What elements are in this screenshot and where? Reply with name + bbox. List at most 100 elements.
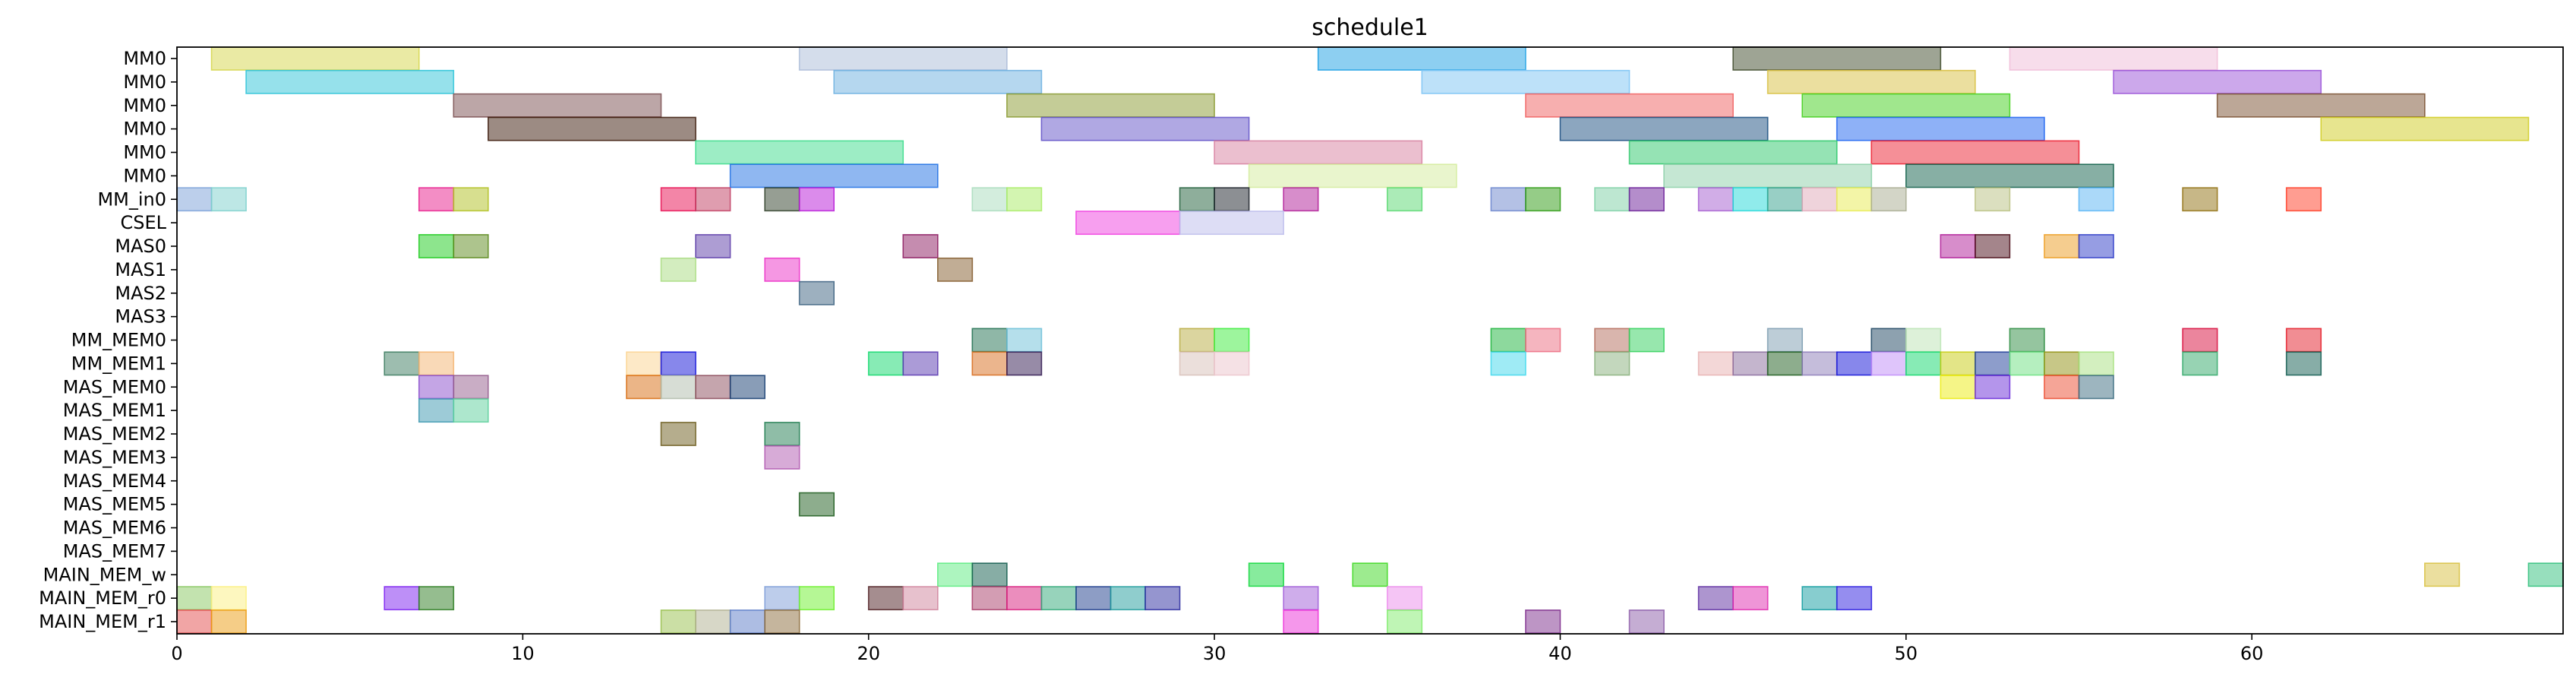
- task-bar: [1836, 187, 1873, 212]
- y-tick-label: MAS_MEM1: [63, 400, 166, 421]
- task-bar: [2285, 187, 2322, 212]
- task-bar: [2044, 234, 2080, 258]
- task-bar: [1594, 187, 1631, 212]
- task-bar: [2078, 234, 2114, 258]
- task-bar: [1179, 211, 1284, 236]
- task-bar: [1525, 328, 1561, 353]
- task-bar: [1975, 187, 2011, 212]
- task-bar: [1179, 187, 1215, 212]
- task-bar: [1836, 116, 2045, 141]
- task-bar: [971, 351, 1008, 376]
- task-bar: [1870, 187, 1907, 212]
- y-tick-label: MM0: [123, 142, 166, 163]
- x-tick-label: 40: [1548, 643, 1572, 664]
- task-bar: [798, 280, 835, 306]
- task-bar: [764, 445, 800, 470]
- task-bar: [1766, 69, 1976, 94]
- y-tick-label: MAS_MEM5: [63, 494, 166, 515]
- task-bar: [1352, 562, 1388, 587]
- task-bar: [1490, 328, 1526, 353]
- task-bar: [2009, 46, 2218, 71]
- task-bar: [2078, 187, 2114, 212]
- y-tick-label: MAS_MEM4: [63, 470, 166, 492]
- task-bar: [1075, 586, 1112, 611]
- task-bar: [418, 234, 455, 258]
- y-tick-label: MAS1: [115, 259, 166, 280]
- task-bar: [1317, 46, 1526, 71]
- task-bar: [867, 586, 904, 611]
- task-bar: [1490, 351, 1526, 376]
- task-bar: [1283, 586, 1319, 611]
- task-bar: [1732, 586, 1769, 611]
- task-bar: [453, 187, 489, 212]
- task-bar: [971, 328, 1008, 353]
- task-bar: [1766, 351, 1804, 376]
- task-bar: [1628, 140, 1838, 165]
- y-tick-label: MAIN_MEM_w: [43, 564, 166, 585]
- task-bar: [729, 375, 766, 400]
- task-bar: [626, 351, 662, 376]
- task-bar: [210, 609, 247, 634]
- task-bar: [1628, 328, 1665, 353]
- task-bar: [418, 351, 455, 376]
- task-bar: [2113, 69, 2322, 94]
- task-bar: [1006, 586, 1043, 611]
- task-bar: [1525, 93, 1734, 118]
- task-bar: [1110, 586, 1146, 611]
- task-bar: [1421, 69, 1631, 94]
- task-bar: [453, 375, 489, 400]
- task-bar: [1040, 116, 1250, 141]
- task-bar: [1870, 328, 1907, 353]
- task-bar: [1732, 46, 1942, 71]
- y-tick-label: MAS3: [115, 306, 166, 328]
- task-bar: [764, 609, 800, 634]
- task-bar: [1801, 351, 1838, 376]
- task-bar: [2182, 328, 2218, 353]
- task-bar: [210, 187, 247, 212]
- task-bar: [2285, 328, 2322, 353]
- task-bar: [764, 586, 800, 611]
- chart-title: schedule1: [1312, 14, 1428, 41]
- task-bar: [833, 69, 1043, 94]
- task-bar: [418, 398, 455, 423]
- task-bar: [2078, 351, 2114, 376]
- task-bar: [764, 257, 800, 282]
- task-bar: [971, 187, 1008, 212]
- y-tick-label: MAS_MEM6: [63, 518, 166, 539]
- task-bar: [1766, 328, 1804, 353]
- task-bar: [1006, 351, 1043, 376]
- task-bar: [1663, 163, 1873, 188]
- y-tick-label: MAS0: [115, 236, 166, 257]
- task-bar: [2216, 93, 2426, 118]
- task-bar: [1283, 609, 1319, 634]
- task-bar: [798, 187, 835, 212]
- task-bar: [1801, 586, 1838, 611]
- task-bar: [660, 422, 696, 446]
- task-bar: [695, 609, 731, 634]
- task-bar: [2044, 375, 2080, 400]
- task-bar: [660, 375, 696, 400]
- task-bar: [729, 163, 939, 188]
- task-bar: [384, 351, 420, 376]
- task-bar: [2320, 116, 2530, 141]
- task-bar: [2285, 351, 2322, 376]
- task-bar: [798, 46, 1008, 71]
- task-bar: [660, 257, 696, 282]
- task-bar: [660, 187, 696, 212]
- task-bar: [1214, 187, 1250, 212]
- task-bar: [902, 351, 939, 376]
- task-bar: [1975, 234, 2011, 258]
- y-tick-label: MM_MEM0: [71, 330, 166, 351]
- task-bar: [1525, 187, 1561, 212]
- y-tick-label: MM0: [123, 48, 166, 69]
- task-bar: [210, 46, 420, 71]
- y-tick-label: MM0: [123, 95, 166, 116]
- task-bar: [1386, 187, 1423, 212]
- task-bar: [176, 609, 213, 634]
- task-bar: [867, 351, 904, 376]
- task-bar: [1214, 140, 1423, 165]
- task-bar: [1525, 609, 1561, 634]
- task-bar: [2009, 328, 2045, 353]
